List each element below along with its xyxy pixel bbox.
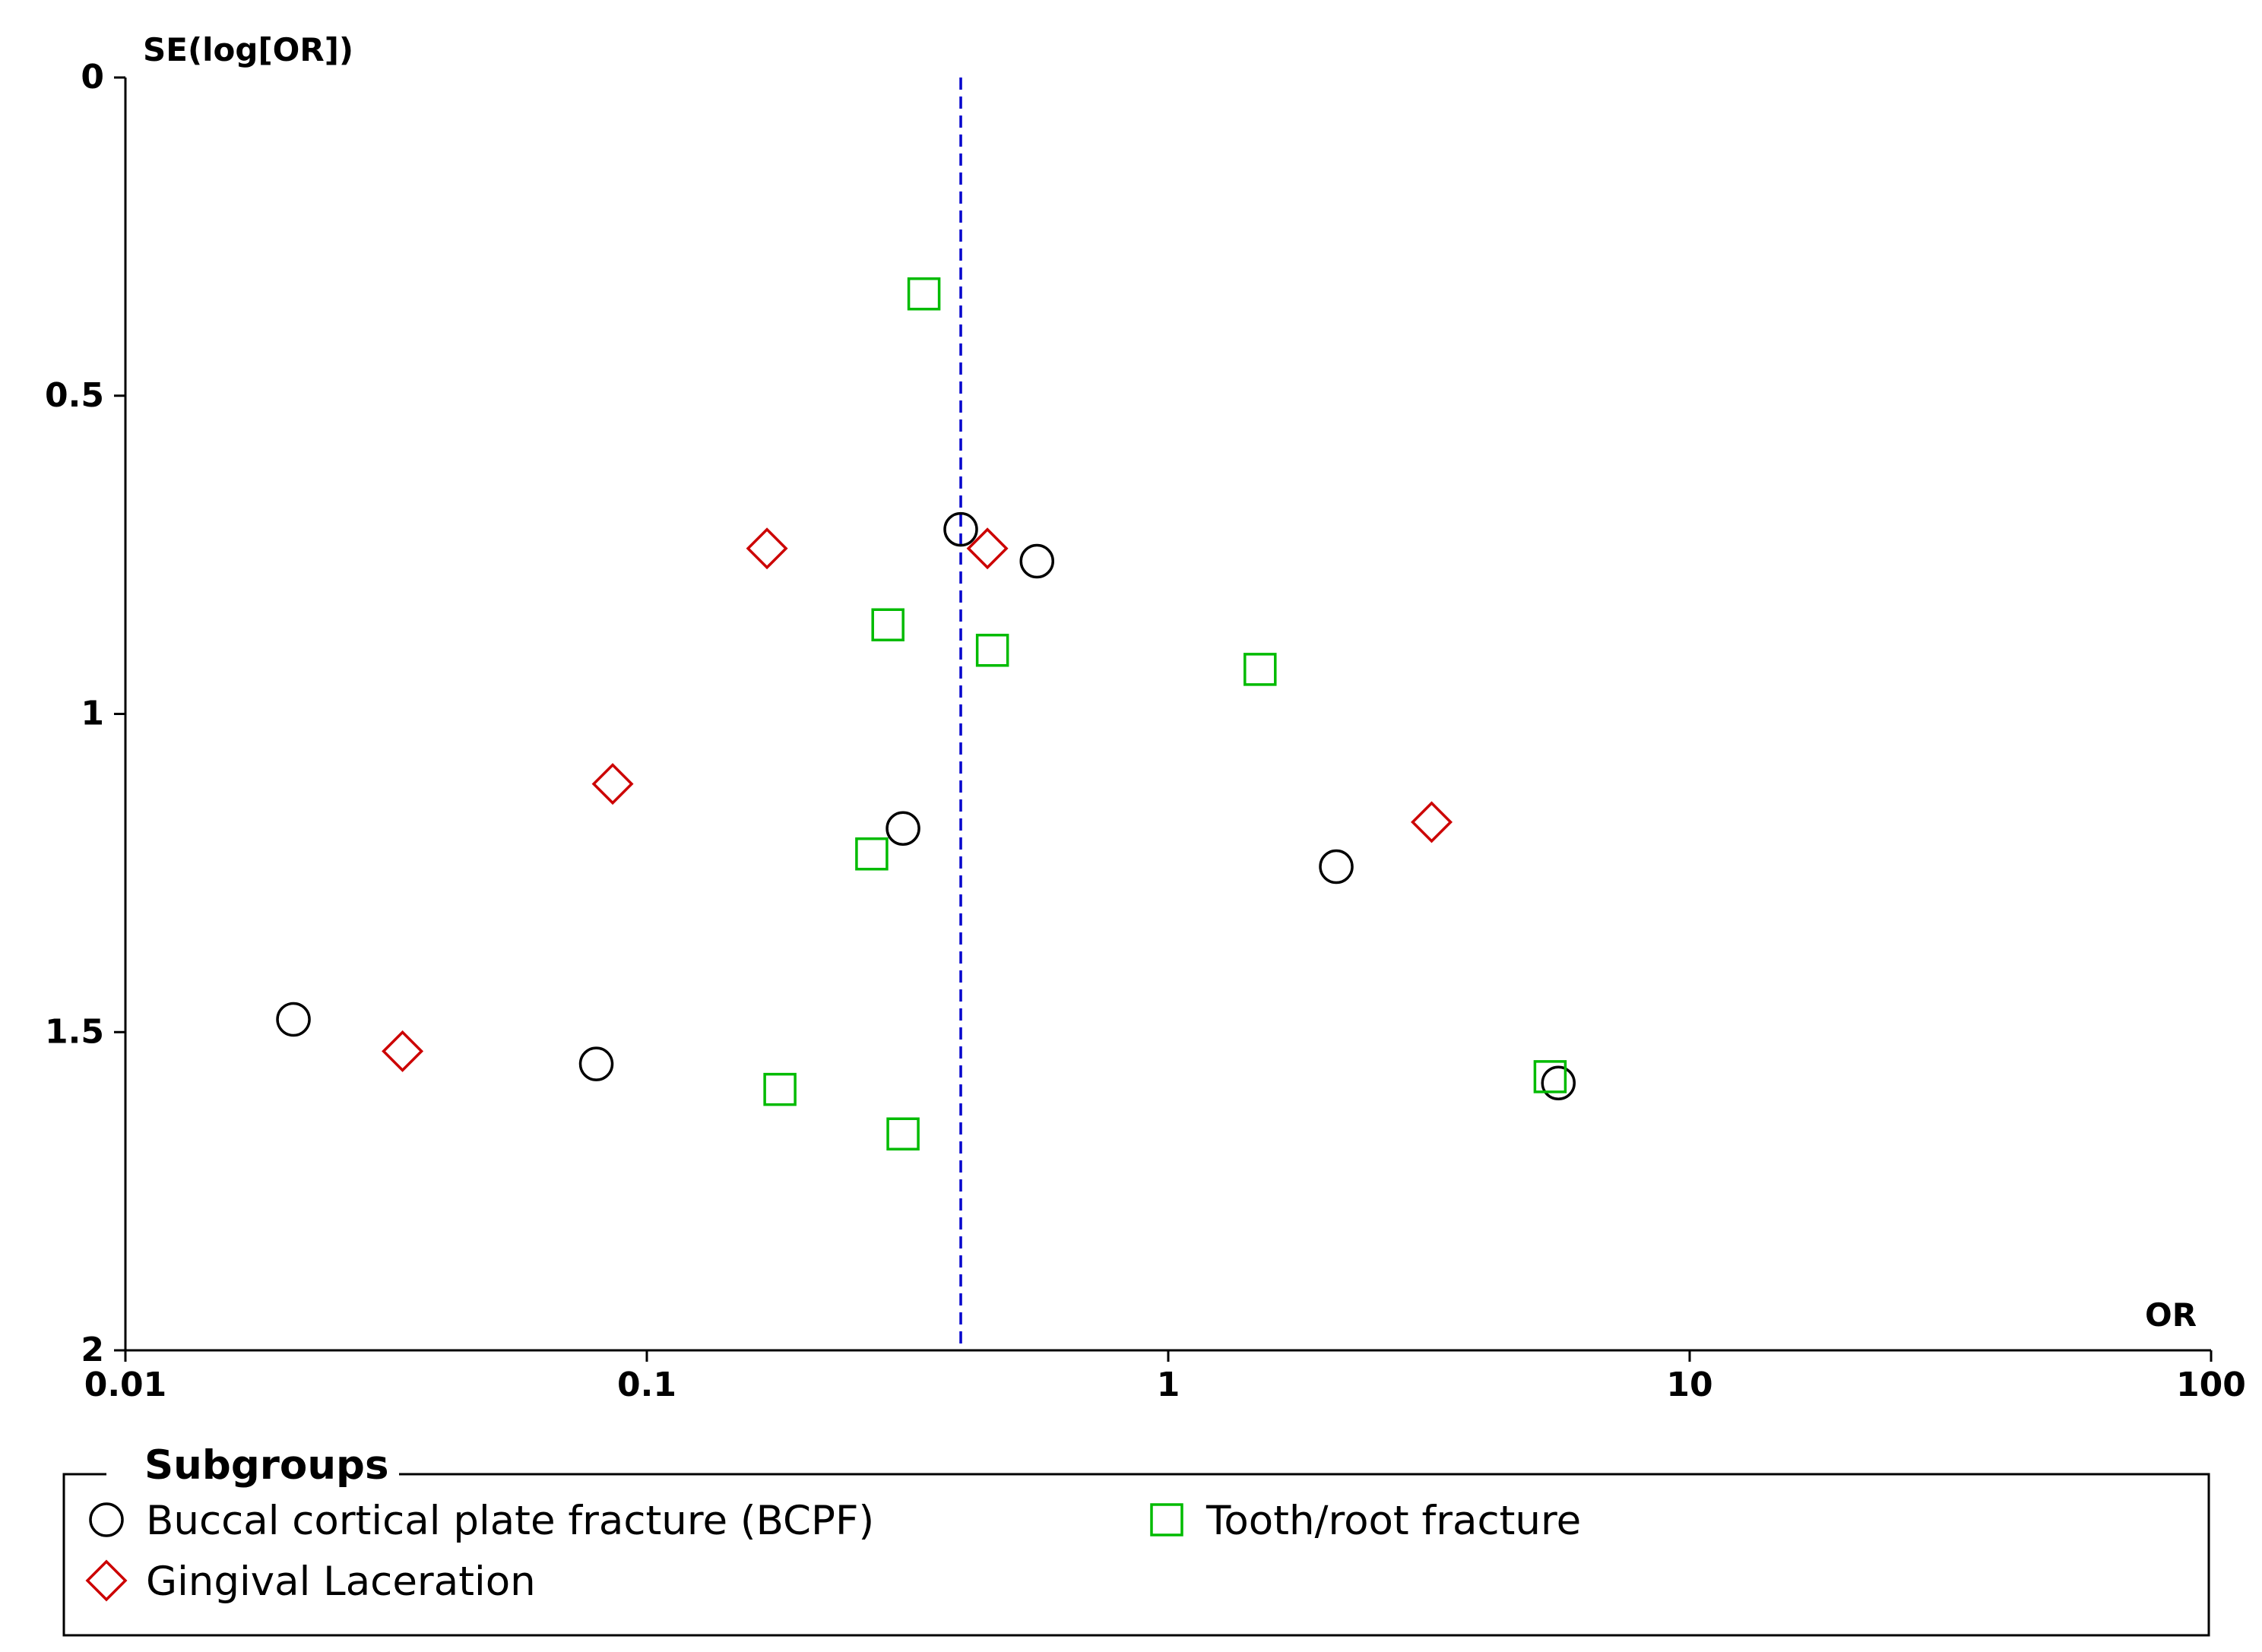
- data-point-diamond: [1411, 801, 1453, 843]
- x-axis-title: OR: [2145, 1296, 2197, 1334]
- legend-items: Buccal cortical plate fracture (BCPF) Gin…: [85, 1498, 1581, 1605]
- legend-marker-square: [1150, 1503, 1183, 1536]
- legend-marker-diamond: [85, 1559, 128, 1602]
- data-point-square: [975, 634, 1009, 667]
- axis-ticks: 0 0.5 1 1.5 20.01 0.1 1 10 100: [45, 58, 2246, 1404]
- data-point-circle: [1319, 849, 1354, 885]
- y-tick-label: 1: [81, 695, 104, 733]
- y-tick-label: 0: [81, 58, 104, 97]
- data-point-circle: [1541, 1065, 1576, 1100]
- legend: Subgroups Buccal cortical plate fracture…: [62, 1442, 2210, 1637]
- x-tick-label: 1: [1157, 1366, 1180, 1404]
- x-tick-label: 100: [2176, 1366, 2246, 1404]
- data-point-circle: [276, 1002, 311, 1037]
- data-point-square: [763, 1072, 797, 1106]
- data-point-square: [871, 608, 904, 641]
- axes: SE(log[OR]) OR: [124, 31, 2211, 1352]
- legend-title: Subgroups: [144, 1442, 389, 1489]
- data-point-circle: [1019, 543, 1055, 579]
- x-tick-label: 0.1: [617, 1366, 676, 1404]
- legend-frame: [62, 1473, 2210, 1637]
- data-point-square: [1533, 1060, 1567, 1093]
- data-point-square: [855, 837, 889, 871]
- legend-label: Buccal cortical plate fracture (BCPF): [146, 1498, 874, 1544]
- data-point-square: [1243, 653, 1277, 686]
- legend-title-bg: [106, 1450, 399, 1495]
- x-tick-label: 0.01: [84, 1366, 167, 1404]
- y-tick-label: 0.5: [45, 376, 104, 415]
- data-point-circle: [943, 511, 978, 547]
- x-tick-label: 10: [1666, 1366, 1712, 1404]
- data-point-circle: [578, 1046, 614, 1081]
- data-point-diamond: [966, 527, 1009, 570]
- legend-label: Tooth/root fracture: [1205, 1498, 1581, 1544]
- data-point-diamond: [591, 763, 634, 805]
- plot-area: [276, 78, 1576, 1350]
- legend-label: Gingival Laceration: [146, 1559, 536, 1605]
- data-point-diamond: [382, 1030, 424, 1072]
- data-point-square: [886, 1117, 920, 1150]
- y-axis-title: SE(log[OR]): [143, 31, 353, 68]
- data-point-circle: [885, 811, 920, 846]
- data-point-square: [907, 277, 941, 311]
- y-tick-label: 1.5: [45, 1012, 104, 1051]
- y-tick-label: 2: [81, 1331, 104, 1369]
- legend-marker-circle: [89, 1502, 124, 1537]
- data-point-diamond: [746, 527, 788, 570]
